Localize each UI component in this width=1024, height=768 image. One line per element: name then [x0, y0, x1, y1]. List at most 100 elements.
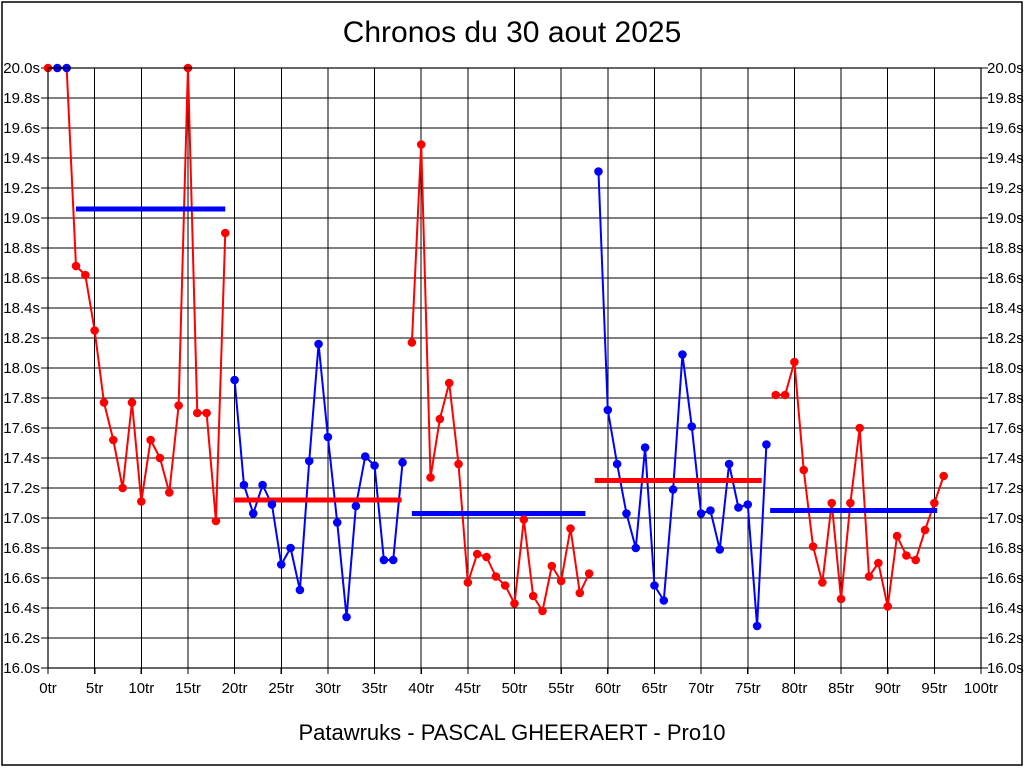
lap-point: [622, 509, 631, 518]
lap-point: [174, 401, 183, 410]
y-tick-label-left: 17.6s: [3, 420, 40, 437]
lap-point: [314, 339, 323, 349]
y-tick-label-right: 16.4s: [987, 600, 1024, 617]
lap-point: [864, 572, 874, 581]
lap-point: [603, 405, 613, 415]
lap-point: [556, 576, 566, 586]
lap-point: [650, 581, 659, 590]
x-tick-label: 60tr: [595, 680, 621, 697]
y-tick-label-left: 19.2s: [3, 180, 40, 197]
y-tick-label-right: 18.4s: [987, 300, 1024, 317]
lap-point: [398, 458, 407, 467]
lap-point: [192, 408, 202, 418]
x-tick-label: 15tr: [175, 680, 201, 697]
lap-point: [155, 453, 165, 463]
y-tick-label-left: 19.0s: [3, 210, 40, 227]
lap-point: [342, 612, 351, 622]
x-tick-label: 55tr: [548, 680, 574, 697]
lap-point: [304, 456, 314, 466]
lap-point: [724, 459, 734, 469]
y-tick-label-right: 19.8s: [987, 90, 1024, 107]
lap-point: [668, 485, 678, 494]
y-tick-label-right: 17.6s: [987, 420, 1024, 437]
lap-point: [939, 471, 948, 481]
y-tick-label-left: 17.4s: [3, 450, 40, 467]
lap-point: [780, 390, 790, 400]
y-tick-label-right: 18.8s: [987, 240, 1024, 257]
series-line-stint-5: [774, 361, 945, 608]
y-tick-label-left: 17.2s: [3, 480, 40, 497]
lap-point: [435, 414, 445, 424]
y-tick-label-right: 17.2s: [987, 480, 1024, 497]
lap-point: [379, 555, 389, 565]
lap-point: [902, 551, 911, 560]
lap-time-points: [43, 63, 948, 631]
lap-point: [500, 581, 510, 590]
lap-point: [678, 350, 687, 359]
lap-point: [510, 599, 519, 608]
lap-point: [790, 357, 799, 367]
y-axis-labels-right: 20.0s 19.8s 19.6s 19.4s 19.2s 19.0s 18.8s 18.6s…: [987, 60, 1024, 677]
gridlines: [47, 67, 982, 669]
lap-point: [332, 518, 342, 527]
lap-point: [90, 326, 99, 335]
lap-point: [808, 542, 818, 551]
lap-point: [137, 497, 146, 506]
series-line-stint-1: [47, 67, 227, 522]
y-tick-label-left: 19.4s: [3, 150, 40, 167]
y-tick-label-right: 17.4s: [987, 450, 1024, 467]
y-tick-label-right: 17.0s: [987, 510, 1024, 527]
lap-point: [771, 390, 781, 400]
lap-point: [202, 408, 211, 418]
lap-point: [407, 338, 417, 347]
stint-average-lines: [75, 206, 938, 516]
y-tick-label-left: 18.0s: [3, 360, 40, 377]
lap-point: [164, 488, 174, 497]
lap-point: [706, 506, 715, 515]
lap-point: [846, 498, 855, 508]
lap-point: [687, 422, 697, 431]
x-tick-label: 85tr: [828, 680, 854, 697]
lap-point: [547, 561, 557, 571]
x-tick-label: 5tr: [86, 680, 104, 697]
series-line-stint-4: [597, 170, 768, 627]
x-tick-label: 90tr: [875, 680, 901, 697]
x-tick-label: 95tr: [921, 680, 947, 697]
lap-point: [351, 501, 361, 511]
lap-point: [715, 545, 725, 554]
lap-point: [81, 270, 90, 280]
y-tick-label-left: 18.2s: [3, 330, 40, 347]
y-tick-label-left: 16.8s: [3, 540, 40, 557]
x-tick-label: 100tr: [964, 680, 998, 697]
y-tick-label-right: 18.0s: [987, 360, 1024, 377]
lap-point: [874, 558, 883, 568]
y-tick-label-right: 19.4s: [987, 150, 1024, 167]
y-tick-label-left: 18.8s: [3, 240, 40, 257]
lap-point: [248, 509, 258, 518]
lap-point: [930, 498, 939, 508]
footer-caption: Patawruks - PASCAL GHEERAERT - Pro10: [298, 720, 725, 745]
y-tick-label-left: 20.0s: [3, 60, 40, 77]
lap-point: [118, 483, 127, 493]
y-tick-label-right: 16.6s: [987, 570, 1024, 587]
lap-point: [743, 500, 753, 509]
lap-point: [519, 515, 529, 524]
lap-point: [109, 435, 118, 445]
y-tick-label-right: 18.6s: [987, 270, 1024, 287]
lap-point: [855, 423, 865, 433]
x-tick-label: 50tr: [502, 680, 528, 697]
lap-point: [454, 459, 463, 469]
lap-point: [827, 498, 837, 508]
lap-point: [762, 440, 771, 449]
lap-point: [230, 375, 239, 385]
y-tick-label-right: 17.8s: [987, 390, 1024, 407]
x-tick-label: 35tr: [362, 680, 388, 697]
y-tick-label-left: 19.6s: [3, 120, 40, 137]
x-tick-label: 75tr: [735, 680, 761, 697]
lap-point: [463, 578, 473, 587]
lap-point: [538, 606, 547, 616]
lap-point: [584, 569, 594, 578]
y-tick-label-left: 19.8s: [3, 90, 40, 107]
x-tick-label: 10tr: [128, 680, 154, 697]
lap-point: [267, 500, 277, 509]
